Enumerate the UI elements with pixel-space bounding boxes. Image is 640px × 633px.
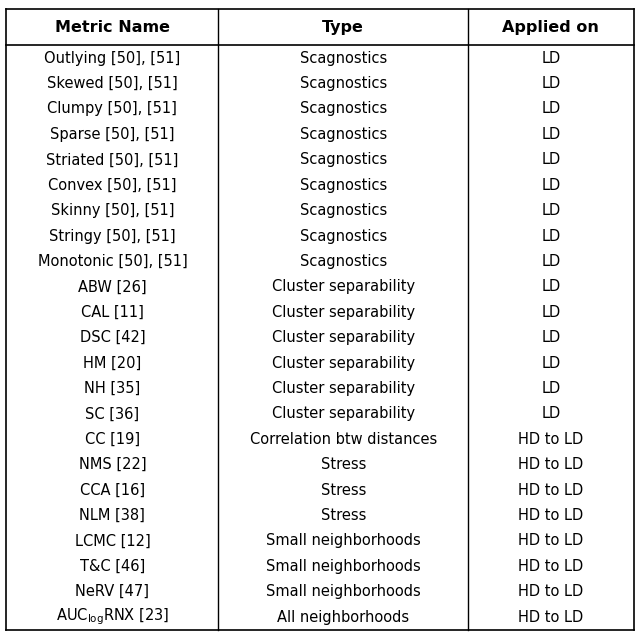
Text: LD: LD: [541, 101, 561, 116]
Text: Convex [50], [51]: Convex [50], [51]: [48, 178, 177, 192]
Text: DSC [42]: DSC [42]: [79, 330, 145, 345]
Text: LD: LD: [541, 51, 561, 66]
Text: HD to LD: HD to LD: [518, 457, 584, 472]
Text: Scagnostics: Scagnostics: [300, 153, 387, 167]
Text: Cluster separability: Cluster separability: [271, 381, 415, 396]
Text: HD to LD: HD to LD: [518, 534, 584, 548]
Text: LD: LD: [541, 127, 561, 142]
Text: Skinny [50], [51]: Skinny [50], [51]: [51, 203, 174, 218]
Text: HD to LD: HD to LD: [518, 432, 584, 447]
Text: LD: LD: [541, 229, 561, 244]
Text: SC [36]: SC [36]: [85, 406, 140, 422]
Text: Cluster separability: Cluster separability: [271, 406, 415, 422]
Text: All neighborhoods: All neighborhoods: [277, 610, 409, 625]
Text: Clumpy [50], [51]: Clumpy [50], [51]: [47, 101, 177, 116]
Text: Small neighborhoods: Small neighborhoods: [266, 584, 420, 599]
Text: HM [20]: HM [20]: [83, 356, 141, 370]
Text: HD to LD: HD to LD: [518, 610, 584, 625]
Text: T&C [46]: T&C [46]: [80, 559, 145, 574]
Text: Scagnostics: Scagnostics: [300, 203, 387, 218]
Text: Type: Type: [323, 20, 364, 35]
Text: LD: LD: [541, 203, 561, 218]
Text: LD: LD: [541, 178, 561, 192]
Text: ABW [26]: ABW [26]: [78, 279, 147, 294]
Text: NH [35]: NH [35]: [84, 381, 141, 396]
Text: Striated [50], [51]: Striated [50], [51]: [46, 153, 179, 167]
Text: LD: LD: [541, 330, 561, 345]
Text: CC [19]: CC [19]: [85, 432, 140, 447]
Text: LD: LD: [541, 356, 561, 370]
Text: CCA [16]: CCA [16]: [80, 482, 145, 498]
Text: Stress: Stress: [321, 508, 366, 523]
Text: LD: LD: [541, 254, 561, 269]
Text: NMS [22]: NMS [22]: [79, 457, 146, 472]
Text: Cluster separability: Cluster separability: [271, 356, 415, 370]
Text: LD: LD: [541, 406, 561, 422]
Text: AUC$_{\mathregular{log}}$RNX [23]: AUC$_{\mathregular{log}}$RNX [23]: [56, 607, 169, 627]
Text: CAL [11]: CAL [11]: [81, 304, 144, 320]
Text: Stress: Stress: [321, 482, 366, 498]
Text: Scagnostics: Scagnostics: [300, 127, 387, 142]
Text: Scagnostics: Scagnostics: [300, 229, 387, 244]
Text: Outlying [50], [51]: Outlying [50], [51]: [44, 51, 180, 66]
Text: LCMC [12]: LCMC [12]: [74, 534, 150, 548]
Text: Skewed [50], [51]: Skewed [50], [51]: [47, 76, 178, 91]
Text: LD: LD: [541, 153, 561, 167]
Text: Cluster separability: Cluster separability: [271, 279, 415, 294]
Text: HD to LD: HD to LD: [518, 482, 584, 498]
Text: Metric Name: Metric Name: [55, 20, 170, 35]
Text: NeRV [47]: NeRV [47]: [76, 584, 149, 599]
Text: Scagnostics: Scagnostics: [300, 101, 387, 116]
Text: LD: LD: [541, 381, 561, 396]
Text: Scagnostics: Scagnostics: [300, 178, 387, 192]
Text: Cluster separability: Cluster separability: [271, 304, 415, 320]
Text: Scagnostics: Scagnostics: [300, 254, 387, 269]
Text: LD: LD: [541, 76, 561, 91]
Text: Stress: Stress: [321, 457, 366, 472]
Text: HD to LD: HD to LD: [518, 559, 584, 574]
Text: Monotonic [50], [51]: Monotonic [50], [51]: [38, 254, 188, 269]
Text: LD: LD: [541, 304, 561, 320]
Text: Sparse [50], [51]: Sparse [50], [51]: [50, 127, 175, 142]
Text: Scagnostics: Scagnostics: [300, 51, 387, 66]
Text: HD to LD: HD to LD: [518, 584, 584, 599]
Text: LD: LD: [541, 279, 561, 294]
Text: Small neighborhoods: Small neighborhoods: [266, 559, 420, 574]
Text: Applied on: Applied on: [502, 20, 599, 35]
Text: Stringy [50], [51]: Stringy [50], [51]: [49, 229, 176, 244]
Text: Small neighborhoods: Small neighborhoods: [266, 534, 420, 548]
Text: Scagnostics: Scagnostics: [300, 76, 387, 91]
Text: NLM [38]: NLM [38]: [79, 508, 145, 523]
Text: Correlation btw distances: Correlation btw distances: [250, 432, 437, 447]
Text: HD to LD: HD to LD: [518, 508, 584, 523]
Text: Cluster separability: Cluster separability: [271, 330, 415, 345]
